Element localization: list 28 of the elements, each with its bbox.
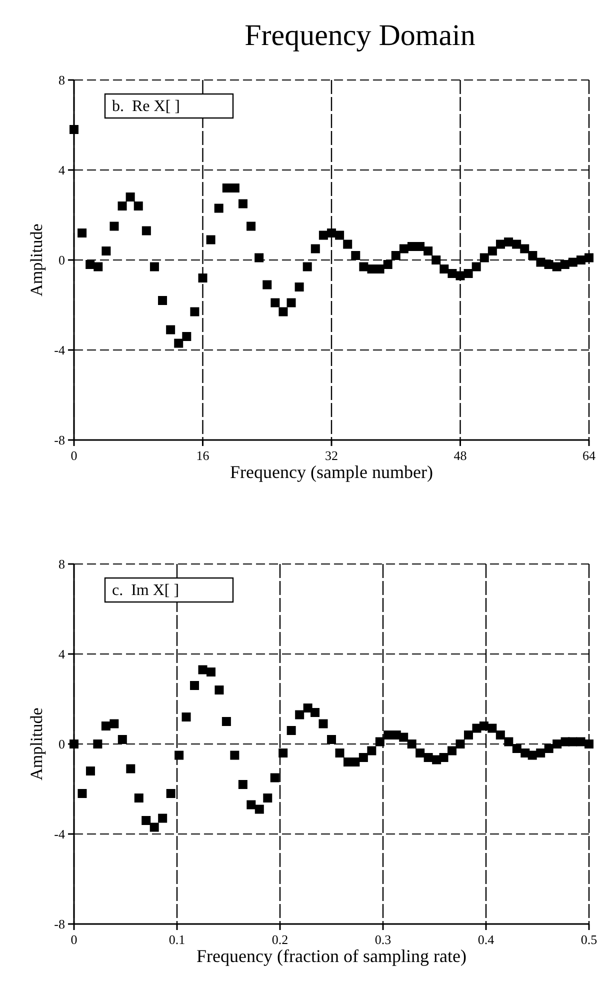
x-tick-label: 16 — [196, 448, 210, 463]
annotation: c. Im X[ ] — [112, 582, 180, 599]
x-tick-label: 0.5 — [580, 932, 598, 947]
annotation: b. Re X[ ] — [112, 98, 180, 115]
x-tick-label: 0.4 — [478, 932, 495, 947]
y-tick-label: 4 — [58, 162, 66, 178]
x-tick-label: 48 — [454, 448, 467, 463]
y-tick-label: -4 — [54, 826, 66, 842]
y-tick-label: -4 — [54, 342, 66, 358]
y-tick-label: -8 — [54, 916, 65, 932]
x-tick-label: 0 — [70, 932, 78, 947]
x-tick-label: 0.3 — [374, 932, 392, 947]
x-axis-title: Frequency (fraction of sampling rate) — [196, 946, 466, 966]
y-tick-label: 8 — [58, 72, 65, 88]
y-axis-title: Amplitude — [27, 224, 46, 296]
y-tick-label: 4 — [58, 646, 66, 662]
y-tick-label: -8 — [54, 432, 65, 448]
x-tick-label: 0.1 — [168, 932, 186, 947]
y-tick-label: 0 — [58, 252, 65, 268]
y-tick-label: 8 — [58, 556, 65, 572]
x-tick-label: 64 — [582, 448, 596, 463]
x-tick-label: 0.2 — [272, 932, 288, 947]
x-tick-label: 32 — [325, 448, 338, 463]
y-axis-title: Amplitude — [27, 708, 46, 780]
x-tick-label: 0 — [70, 448, 78, 463]
y-tick-label: 0 — [58, 736, 65, 752]
x-axis-title: Frequency (sample number) — [230, 462, 433, 482]
chart-title: Frequency Domain — [244, 19, 476, 52]
